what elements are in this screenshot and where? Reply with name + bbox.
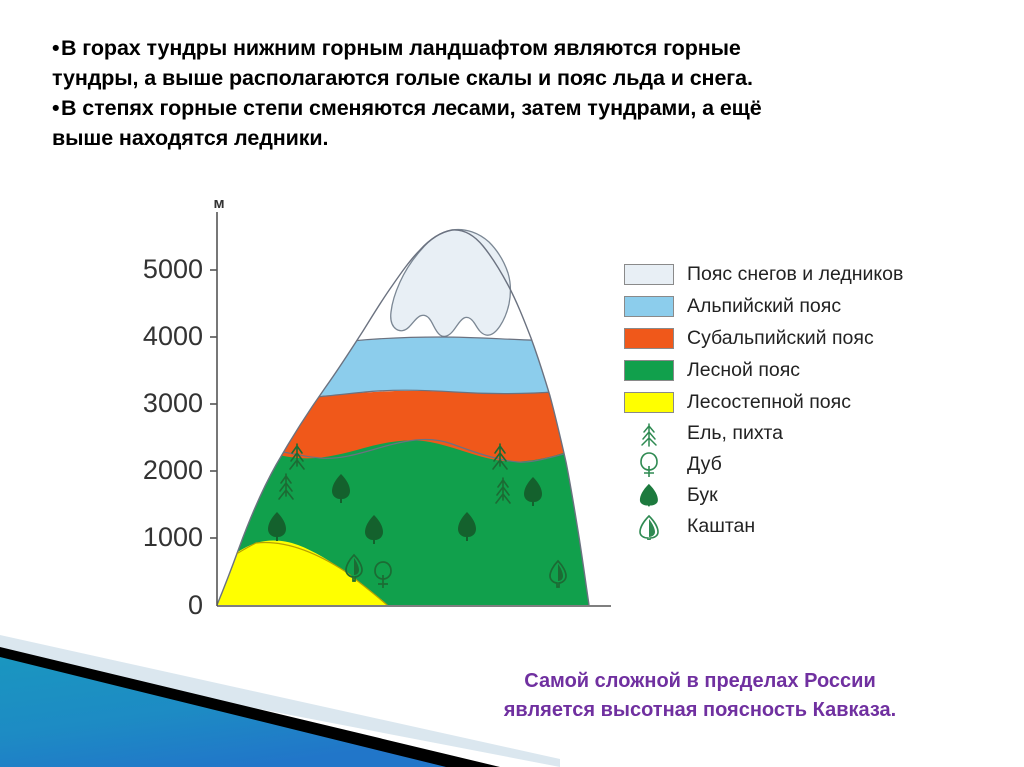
zone-alpine-belt bbox=[217, 336, 589, 399]
y-axis-ticks bbox=[210, 269, 217, 539]
bullet-text: тундры, а выше располагаются голые скалы… bbox=[52, 66, 753, 90]
beech-tree-icon bbox=[624, 483, 674, 508]
chestnut-tree-icon bbox=[624, 514, 674, 540]
y-tick-label-5000: 5000 bbox=[143, 254, 203, 284]
beech-tree-group bbox=[268, 474, 542, 544]
bullet-text: выше находятся ледники. bbox=[52, 126, 329, 150]
conifer-tree-icon bbox=[624, 422, 674, 447]
legend-item-beech[interactable]: Бук bbox=[624, 480, 954, 511]
bullet-text: В степях горные степи сменяются лесами, … bbox=[61, 96, 762, 120]
mountain-tree-markers bbox=[268, 443, 567, 588]
zone-snow-and-glacier-cap bbox=[390, 228, 512, 338]
conifer-tree-icon bbox=[492, 443, 508, 470]
legend-label-chestnut: Каштан bbox=[687, 515, 756, 537]
bullet-line-4: выше находятся ледники. bbox=[52, 123, 932, 153]
bullet-line-3: •В степях горные степи сменяются лесами,… bbox=[52, 93, 932, 123]
bullet-marker: • bbox=[52, 96, 60, 120]
bullet-line-2: тундры, а выше располагаются голые скалы… bbox=[52, 63, 932, 93]
y-tick-label-3000: 3000 bbox=[143, 388, 203, 418]
conifer-tree-icon bbox=[495, 477, 511, 504]
y-tick-label-2000: 2000 bbox=[143, 455, 203, 485]
y-axis-unit-label: м bbox=[213, 195, 224, 212]
legend-label-beech: Бук bbox=[687, 484, 718, 506]
caption-line-1: Самой сложной в пределах России bbox=[524, 670, 876, 692]
chestnut-tree-icon bbox=[549, 559, 567, 588]
chestnut-tree-group bbox=[345, 553, 567, 588]
deco-band-black bbox=[0, 647, 500, 767]
beech-tree-icon bbox=[458, 512, 476, 541]
beech-tree-icon bbox=[332, 474, 350, 503]
legend-item-subalpine[interactable]: Субальпийский пояс bbox=[624, 322, 954, 354]
legend-swatch-forest bbox=[624, 359, 674, 381]
legend-label-forest: Лесной пояс bbox=[687, 358, 801, 381]
beech-tree-icon bbox=[268, 512, 286, 541]
chestnut-tree-icon bbox=[345, 553, 363, 582]
legend-item-chestnut[interactable]: Каштан bbox=[624, 511, 954, 542]
oak-tree-group bbox=[374, 561, 392, 588]
legend-swatch-alpine bbox=[624, 295, 674, 317]
legend-label-spruce-fir: Ель, пихта bbox=[687, 422, 783, 444]
mountain-outline bbox=[216, 229, 590, 606]
beech-tree-icon bbox=[524, 477, 542, 506]
beech-tree-icon bbox=[365, 515, 383, 544]
y-tick-label-1000: 1000 bbox=[143, 522, 203, 552]
legend-label-forest-steppe: Лесостепной пояс bbox=[687, 390, 851, 413]
caption-line-2: является высотная поясность Кавказа. bbox=[503, 699, 897, 721]
chart-axes bbox=[210, 212, 611, 607]
legend-item-alpine[interactable]: Альпийский пояс bbox=[624, 290, 954, 322]
bottom-caption: Самой сложной в пределах России является… bbox=[430, 667, 970, 725]
bullet-text-block: •В горах тундры нижним горным ландшафтом… bbox=[52, 33, 932, 153]
legend-label-subalpine: Субальпийский пояс bbox=[687, 326, 874, 349]
legend-swatch-forest-steppe bbox=[624, 391, 674, 413]
conifer-tree-icon bbox=[289, 443, 305, 470]
legend-label-alpine: Альпийский пояс bbox=[687, 294, 842, 317]
legend-item-forest-steppe[interactable]: Лесостепной пояс bbox=[624, 386, 954, 418]
oak-tree-icon bbox=[374, 561, 392, 588]
legend-label-oak: Дуб bbox=[687, 453, 722, 475]
legend-item-spruce-fir[interactable]: Ель, пихта bbox=[624, 418, 954, 449]
y-tick-label-4000: 4000 bbox=[143, 321, 203, 351]
legend-swatch-snow-glacier bbox=[624, 263, 674, 285]
deco-band-teal bbox=[0, 657, 446, 767]
bullet-line-1: •В горах тундры нижним горным ландшафтом… bbox=[52, 33, 932, 63]
oak-tree-icon bbox=[624, 451, 674, 477]
chart-legend: Пояс снегов и ледников Альпийский пояс С… bbox=[624, 258, 954, 542]
legend-item-snow-glacier[interactable]: Пояс снегов и ледников bbox=[624, 258, 954, 290]
bullet-marker: • bbox=[52, 36, 60, 60]
legend-item-oak[interactable]: Дуб bbox=[624, 449, 954, 480]
zone-forest-steppe-belt bbox=[217, 540, 392, 605]
legend-label-snow-glacier: Пояс снегов и ледников bbox=[687, 262, 904, 285]
altitudinal-zonation-figure: м 5000 4000 3000 2000 1000 0 Пояс снегов… bbox=[0, 190, 1024, 630]
bullet-text: В горах тундры нижним горным ландшафтом … bbox=[61, 36, 741, 60]
legend-swatch-subalpine bbox=[624, 327, 674, 349]
y-tick-label-0: 0 bbox=[188, 590, 203, 620]
conifer-tree-icon bbox=[278, 473, 294, 500]
mountain-profile-chart: м 5000 4000 3000 2000 1000 0 bbox=[143, 195, 611, 620]
legend-item-forest[interactable]: Лесной пояс bbox=[624, 354, 954, 386]
